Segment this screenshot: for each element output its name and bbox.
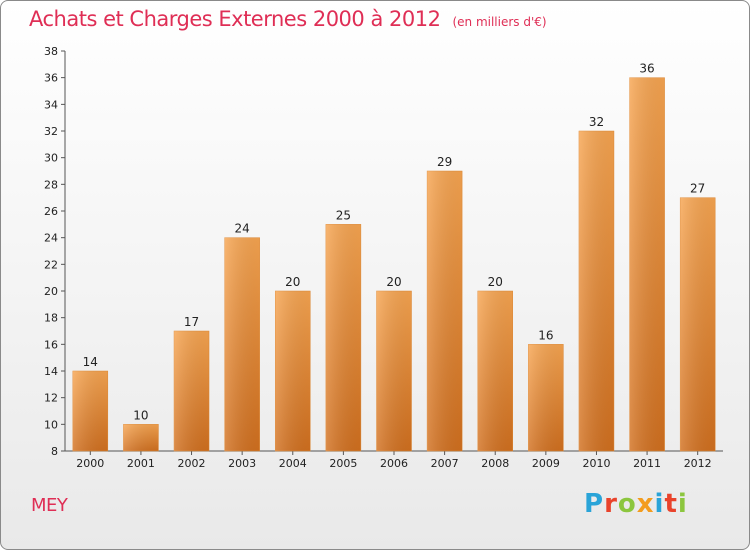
y-tick-label: 16 (44, 338, 58, 351)
data-label: 20 (386, 275, 401, 289)
title-unit: (en milliers d'€) (452, 15, 547, 29)
y-tick-label: 12 (44, 392, 58, 405)
y-tick-label: 14 (44, 365, 58, 378)
data-label: 20 (488, 275, 503, 289)
data-label: 10 (133, 408, 148, 422)
data-label: 16 (538, 328, 553, 342)
brand-letter: t (664, 489, 678, 519)
x-tick-label: 2011 (633, 457, 661, 470)
bar-shade (275, 291, 311, 451)
y-tick-label: 28 (44, 178, 58, 191)
x-tick-label: 2006 (380, 457, 408, 470)
x-tick-label: 2007 (431, 457, 459, 470)
data-label: 36 (639, 62, 654, 76)
axes: 8 10 12 14 16 18 20 22 24 26 28 30 32 34 36 38 2000 2001 2… (44, 45, 723, 470)
x-tick-label: 2010 (582, 457, 610, 470)
data-label: 17 (184, 315, 199, 329)
data-labels: 14 10 17 24 20 25 20 29 20 16 32 36 27 (83, 62, 706, 423)
bar-shade (477, 291, 513, 451)
y-tick-label: 18 (44, 312, 58, 325)
data-label: 25 (336, 208, 351, 222)
brand-letter: o (617, 489, 637, 519)
x-tick-label: 2012 (684, 457, 712, 470)
x-tick-label: 2002 (178, 457, 206, 470)
bars (72, 77, 716, 452)
x-tick-label: 2004 (279, 457, 307, 470)
data-label: 29 (437, 155, 452, 169)
x-tick-label: 2009 (532, 457, 560, 470)
brand-letter: r (604, 489, 618, 519)
bar-shade (629, 77, 665, 452)
x-tick-label: 2005 (329, 457, 357, 470)
brand-letter: i (677, 489, 688, 519)
y-tick-label: 20 (44, 285, 58, 298)
bar-shade (578, 131, 614, 451)
data-label: 27 (690, 182, 705, 196)
y-tick-label: 26 (44, 205, 58, 218)
bar-shade (325, 224, 361, 451)
x-tick-label: 2001 (127, 457, 155, 470)
x-tick-label: 2003 (228, 457, 256, 470)
x-tick-label: 2008 (481, 457, 509, 470)
title-text: Achats et Charges Externes 2000 à 2012 (29, 7, 441, 31)
data-label: 14 (83, 355, 98, 369)
bar-shade (680, 197, 716, 451)
bar-shade (224, 237, 260, 451)
x-tick-label: 2000 (76, 457, 104, 470)
brand-letter: x (636, 489, 655, 519)
data-label: 20 (285, 275, 300, 289)
brand-letter: P (584, 489, 605, 519)
y-tick-label: 24 (44, 232, 58, 245)
bar-shade (427, 171, 463, 451)
bar-shade (174, 331, 210, 451)
y-tick-label: 8 (51, 445, 58, 458)
proxiti-logo[interactable]: Proxiti (584, 489, 688, 519)
y-tick-label: 38 (44, 45, 58, 58)
y-tick-label: 22 (44, 258, 58, 271)
bar-shade (123, 424, 159, 451)
bar-shade (376, 291, 412, 451)
y-tick-label: 34 (44, 98, 58, 111)
chart-title: Achats et Charges Externes 2000 à 2012 (e… (29, 7, 547, 31)
brand-letter: i (654, 489, 665, 519)
data-label: 32 (589, 115, 604, 129)
y-tick-label: 30 (44, 152, 58, 165)
data-label: 24 (235, 222, 250, 236)
y-tick-label: 32 (44, 125, 58, 138)
y-tick-label: 36 (44, 72, 58, 85)
commune-name: MEY (31, 495, 68, 516)
bar-shade (528, 344, 564, 451)
y-tick-label: 10 (44, 418, 58, 431)
bar-shade (72, 371, 108, 451)
